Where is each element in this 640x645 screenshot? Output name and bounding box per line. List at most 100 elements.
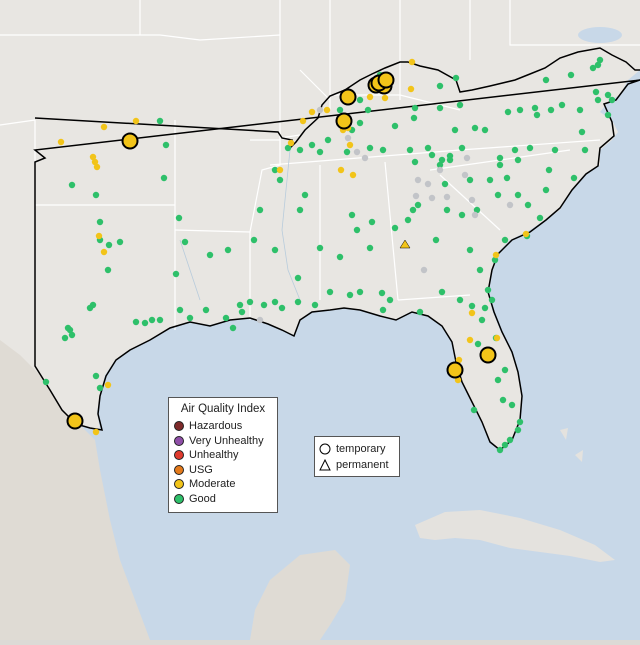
- good-monitor: [278, 304, 286, 312]
- moderate-monitor: [381, 94, 389, 102]
- good-monitor: [229, 324, 237, 332]
- good-monitor: [458, 211, 466, 219]
- good-monitor: [446, 156, 454, 164]
- good-monitor: [378, 289, 386, 297]
- good-monitor: [494, 191, 502, 199]
- nodata-monitor: [461, 171, 469, 179]
- good-monitor: [353, 226, 361, 234]
- good-monitor: [594, 96, 602, 104]
- good-monitor: [436, 104, 444, 112]
- good-monitor: [284, 144, 292, 152]
- moderate-monitor: [104, 381, 112, 389]
- good-monitor: [424, 144, 432, 152]
- good-monitor: [64, 324, 72, 332]
- good-monitor: [481, 126, 489, 134]
- good-monitor: [411, 104, 419, 112]
- moderate-monitor: [466, 336, 474, 344]
- legend-item-usg: USG: [174, 463, 277, 478]
- good-monitor: [592, 88, 600, 96]
- nodata-monitor: [412, 192, 420, 200]
- legend-label: temporary: [336, 443, 386, 455]
- good-monitor: [271, 298, 279, 306]
- good-monitor: [116, 238, 124, 246]
- good-monitor: [42, 378, 50, 386]
- moderate-monitor: [100, 248, 108, 256]
- nodata-monitor: [256, 316, 264, 324]
- good-monitor: [478, 316, 486, 324]
- good-monitor: [488, 296, 496, 304]
- good-monitor: [224, 246, 232, 254]
- good-monitor: [503, 174, 511, 182]
- legend-label: Very Unhealthy: [189, 434, 264, 447]
- good-monitor: [356, 288, 364, 296]
- moderate-swatch: [174, 479, 184, 490]
- moderate-monitor: [91, 158, 99, 166]
- good-monitor: [506, 436, 514, 444]
- good-monitor: [104, 266, 112, 274]
- moderate-monitor: [93, 163, 101, 171]
- lake: [578, 27, 622, 43]
- good-monitor: [316, 148, 324, 156]
- good-monitor: [222, 314, 230, 322]
- good-monitor: [466, 176, 474, 184]
- good-monitor: [366, 144, 374, 152]
- good-monitor: [181, 238, 189, 246]
- good-monitor: [608, 96, 616, 104]
- good-monitor: [175, 214, 183, 222]
- good-monitor: [68, 331, 76, 339]
- good-monitor: [452, 74, 460, 82]
- good-monitor: [501, 441, 509, 449]
- triangle-outline-icon: [319, 459, 331, 471]
- good-monitor: [526, 144, 534, 152]
- good-monitor: [250, 236, 258, 244]
- good-monitor: [316, 244, 324, 252]
- good-monitor: [68, 181, 76, 189]
- moderate-monitor: [92, 428, 100, 436]
- moderate-monitor: [407, 85, 415, 93]
- good-monitor: [271, 246, 279, 254]
- good-monitor: [411, 158, 419, 166]
- legend-item-permanent: permanent: [319, 457, 399, 473]
- good-monitor: [160, 174, 168, 182]
- good-monitor: [542, 76, 550, 84]
- good-monitor: [589, 64, 597, 72]
- rivers: [179, 149, 301, 301]
- good-monitor: [496, 161, 504, 169]
- good-monitor: [410, 114, 418, 122]
- good-monitor: [346, 291, 354, 299]
- moderate-monitor: [95, 232, 103, 240]
- moderate-monitor: [346, 141, 354, 149]
- temporary-monitor-moderate: [479, 346, 497, 364]
- good-monitor: [324, 136, 332, 144]
- good-monitor: [436, 82, 444, 90]
- legend-label: Unhealthy: [189, 449, 239, 462]
- moderate-monitor: [492, 251, 500, 259]
- moderate-monitor: [287, 139, 295, 147]
- good-monitor: [311, 301, 319, 309]
- moderate-monitor: [299, 117, 307, 125]
- nodata-monitor: [420, 266, 428, 274]
- good-monitor: [436, 161, 444, 169]
- yucatan-land: [250, 550, 350, 640]
- good-monitor: [443, 206, 451, 214]
- good-monitor: [473, 206, 481, 214]
- nodata-monitor: [443, 193, 451, 201]
- nodata-monitor: [506, 201, 514, 209]
- good-monitor: [596, 56, 604, 64]
- good-monitor: [441, 180, 449, 188]
- moderate-monitor: [408, 58, 416, 66]
- good-monitor: [379, 146, 387, 154]
- good-monitor: [296, 146, 304, 154]
- mexico-land: [0, 330, 150, 640]
- good-monitor: [414, 201, 422, 209]
- good-monitor: [496, 154, 504, 162]
- very-unhealthy-swatch: [174, 435, 184, 446]
- good-monitor: [438, 288, 446, 296]
- nodata-monitor: [471, 211, 479, 219]
- good-monitor: [336, 253, 344, 261]
- good-monitor: [236, 301, 244, 309]
- good-monitor: [468, 302, 476, 310]
- good-monitor: [470, 406, 478, 414]
- legend-item-hazardous: Hazardous: [174, 419, 277, 434]
